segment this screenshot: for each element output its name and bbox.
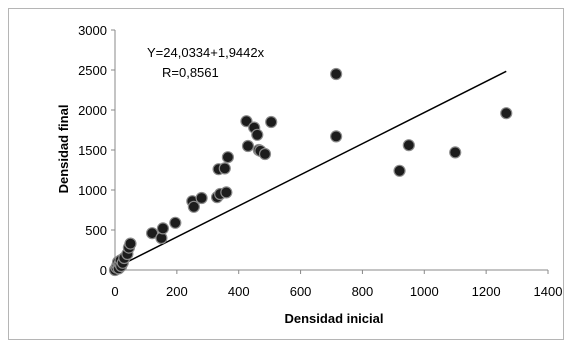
- data-point: [449, 146, 462, 159]
- data-point: [146, 227, 159, 240]
- y-tick-label: 2000: [78, 103, 107, 118]
- chart-border: [8, 8, 564, 340]
- data-point: [220, 186, 233, 199]
- y-tick-label: 0: [100, 263, 107, 278]
- data-point: [195, 191, 208, 205]
- x-axis-title: Densidad inicial: [285, 311, 384, 326]
- x-tick-label: 0: [111, 284, 118, 299]
- data-point: [500, 107, 513, 120]
- data-point: [124, 237, 137, 250]
- y-tick-label: 3000: [78, 23, 107, 38]
- r-label: R=0,8561: [162, 65, 219, 80]
- x-tick-label: 800: [352, 284, 374, 299]
- y-tick-label: 2500: [78, 63, 107, 78]
- data-point: [218, 162, 231, 175]
- data-point: [251, 128, 264, 141]
- data-point: [156, 222, 170, 235]
- x-tick-label: 1400: [534, 284, 563, 299]
- data-point: [330, 130, 343, 143]
- data-point: [241, 139, 255, 153]
- data-point: [240, 115, 253, 128]
- y-axis-title: Densidad final: [56, 105, 71, 194]
- x-tick-label: 1200: [472, 284, 501, 299]
- y-tick-label: 1500: [78, 143, 107, 158]
- data-point: [265, 115, 278, 129]
- x-tick-label: 400: [228, 284, 250, 299]
- data-point: [187, 200, 200, 213]
- x-tick-label: 200: [166, 284, 188, 299]
- x-tick-label: 600: [290, 284, 312, 299]
- equation-label: Y=24,0334+1,9442x: [147, 45, 265, 60]
- data-point: [330, 67, 343, 81]
- data-point: [258, 147, 272, 161]
- y-tick-label: 1000: [78, 183, 107, 198]
- trendline: [114, 70, 507, 269]
- data-point: [169, 216, 182, 229]
- data-point: [402, 139, 415, 152]
- data-point: [221, 151, 234, 164]
- data-point: [393, 164, 406, 177]
- y-tick-label: 500: [85, 223, 107, 238]
- x-tick-label: 1000: [410, 284, 439, 299]
